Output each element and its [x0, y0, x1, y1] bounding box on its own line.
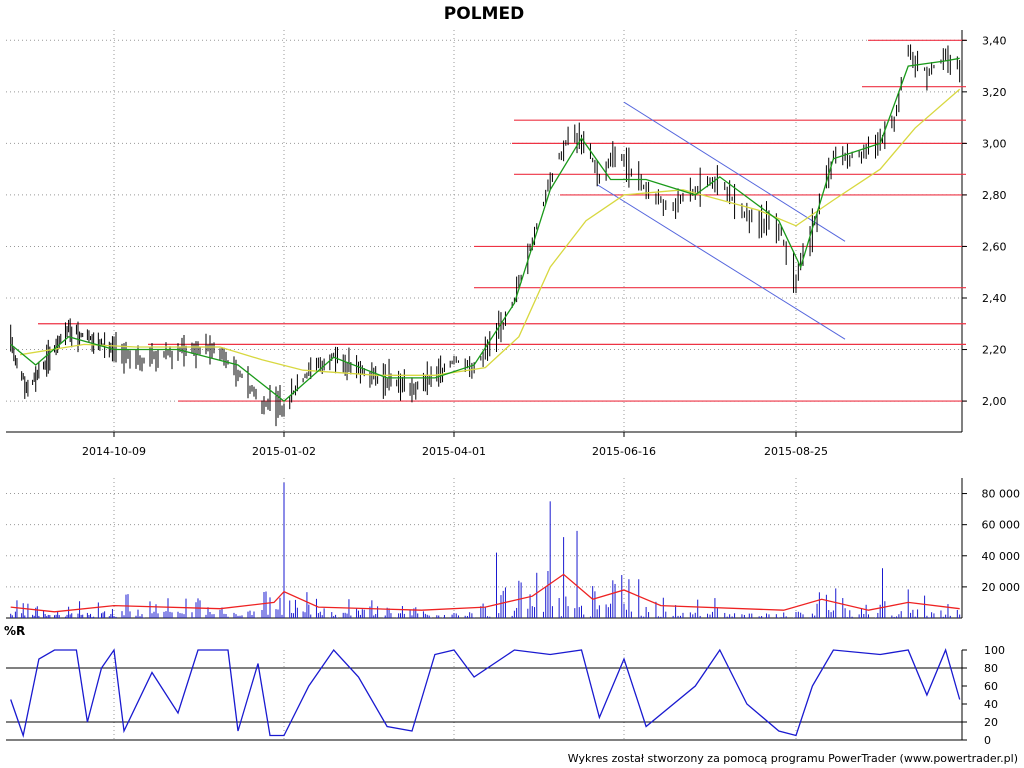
price-y-tick-label: 2,60 [982, 240, 1007, 253]
volume-moving-average [10, 573, 960, 613]
price-y-tick-label: 2,20 [982, 344, 1007, 357]
volume-y-axis: 20 000 40 000 60 000 80 000 [962, 488, 1020, 594]
volume-ma-line [10, 573, 960, 613]
frame-layer [6, 30, 963, 741]
short-moving-average-line [10, 57, 960, 402]
price-y-axis: 2,00 2,20 2,40 2,60 2,80 3,00 3,20 3,40 [962, 34, 1007, 408]
oscillator-y-tick-label: 40 [984, 698, 998, 711]
date-axis: 2014-10-09 2015-01-02 2015-04-01 2015-06-16… [82, 432, 828, 458]
date-tick-label: 2015-04-01 [422, 445, 486, 458]
price-y-tick-label: 3,20 [982, 86, 1007, 99]
volume-bars [10, 482, 961, 618]
volume-y-tick-label: 60 000 [982, 519, 1021, 532]
moving-averages [10, 57, 961, 402]
oscillator-y-axis: 0 20 40 60 80 100 [962, 644, 1005, 747]
price-y-tick-label: 3,00 [982, 137, 1007, 150]
oscillator-y-tick-label: 100 [984, 644, 1005, 657]
long-moving-average-line [19, 88, 961, 376]
oscillator-y-tick-label: 60 [984, 680, 998, 693]
grid-layer [6, 30, 962, 740]
oscillator-reference-lines [6, 667, 962, 723]
volume-y-tick-label: 20 000 [982, 581, 1021, 594]
williams-r-line [10, 648, 961, 738]
date-tick-label: 2015-01-02 [252, 445, 316, 458]
footer-credit: Wykres został stworzony za pomocą progra… [568, 752, 1018, 765]
williams-r-polyline [10, 648, 961, 738]
volume-y-tick-label: 40 000 [982, 550, 1021, 563]
oscillator-y-tick-label: 20 [984, 716, 998, 729]
channel-line [596, 184, 846, 340]
trend-channel [596, 101, 846, 340]
oscillator-y-tick-label: 80 [984, 662, 998, 675]
price-y-tick-label: 2,80 [982, 189, 1007, 202]
chart-title: POLMED [444, 4, 524, 24]
date-tick-label: 2014-10-09 [82, 445, 146, 458]
price-y-tick-label: 3,40 [982, 34, 1007, 47]
oscillator-y-tick-label: 0 [984, 734, 991, 747]
price-y-tick-label: 2,00 [982, 395, 1007, 408]
date-tick-label: 2015-08-25 [764, 445, 828, 458]
volume-y-tick-label: 80 000 [982, 488, 1021, 501]
oscillator-label: %R [4, 624, 25, 638]
price-bars [10, 44, 961, 427]
date-tick-label: 2015-06-16 [592, 445, 656, 458]
price-y-tick-label: 2,40 [982, 292, 1007, 305]
